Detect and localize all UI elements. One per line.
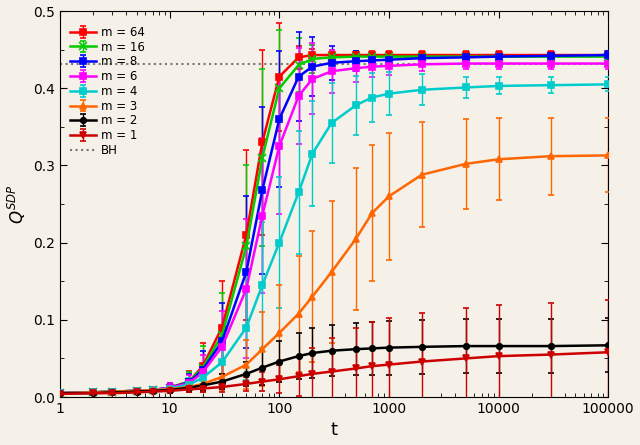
X-axis label: t: t — [331, 421, 338, 440]
Legend: m = 64, m = 16, m = 8, m = 6, m = 4, m = 3, m = 2, m = 1, BH: m = 64, m = 16, m = 8, m = 6, m = 4, m =… — [68, 24, 146, 158]
Y-axis label: $Q^{SDP}$: $Q^{SDP}$ — [6, 184, 28, 224]
